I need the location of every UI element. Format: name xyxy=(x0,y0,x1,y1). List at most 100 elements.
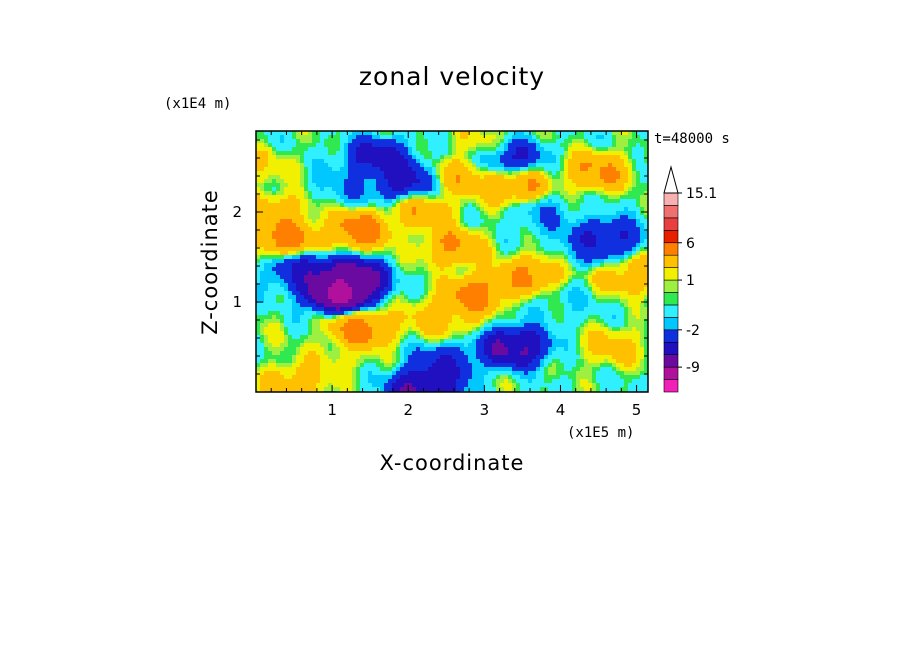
heatmap-cell xyxy=(512,143,517,148)
heatmap-cell xyxy=(632,219,637,224)
heatmap-cell xyxy=(636,131,641,136)
heatmap-cell xyxy=(392,223,397,228)
heatmap-cell xyxy=(332,279,337,284)
heatmap-cell xyxy=(644,263,648,268)
heatmap-cell xyxy=(636,295,641,300)
heatmap-cell xyxy=(412,143,417,148)
heatmap-cell xyxy=(508,179,513,184)
heatmap-cell xyxy=(336,251,341,256)
heatmap-cell xyxy=(644,311,648,316)
heatmap-cell xyxy=(424,159,429,164)
heatmap-cell xyxy=(380,239,385,244)
heatmap-cell xyxy=(644,143,648,148)
heatmap-cell xyxy=(568,175,573,180)
heatmap-cell xyxy=(300,271,305,276)
heatmap-cell xyxy=(312,303,317,308)
heatmap-cell xyxy=(536,167,541,172)
heatmap-cell xyxy=(332,195,337,200)
heatmap-cell xyxy=(592,175,597,180)
heatmap-cell xyxy=(428,187,433,192)
heatmap-cell xyxy=(632,167,637,172)
heatmap-cell xyxy=(308,287,313,292)
heatmap-cell xyxy=(460,323,465,328)
heatmap-cell xyxy=(400,167,405,172)
heatmap-cell xyxy=(260,287,265,292)
heatmap-cell xyxy=(436,159,441,164)
heatmap-cell xyxy=(308,315,313,320)
heatmap-cell xyxy=(392,235,397,240)
heatmap-cell xyxy=(272,223,277,228)
heatmap-cell xyxy=(444,195,449,200)
heatmap-cell xyxy=(568,187,573,192)
heatmap-cell xyxy=(540,135,545,140)
heatmap-cell xyxy=(568,131,573,136)
heatmap-cell xyxy=(628,235,633,240)
heatmap-cell xyxy=(280,231,285,236)
heatmap-cell xyxy=(360,147,365,152)
heatmap-cell xyxy=(468,271,473,276)
heatmap-cell xyxy=(364,283,369,288)
heatmap-cell xyxy=(256,159,261,164)
heatmap-cell xyxy=(348,327,353,332)
heatmap-cell xyxy=(444,263,449,268)
heatmap-cell xyxy=(420,243,425,248)
heatmap-cell xyxy=(296,255,301,260)
heatmap-cell xyxy=(552,255,557,260)
heatmap-cell xyxy=(404,307,409,312)
heatmap-cell xyxy=(612,211,617,216)
heatmap-cell xyxy=(420,271,425,276)
heatmap-cell xyxy=(516,187,521,192)
heatmap-cell xyxy=(388,135,393,140)
heatmap-cell xyxy=(488,287,493,292)
heatmap-cell xyxy=(272,235,277,240)
heatmap-cell xyxy=(316,251,321,256)
heatmap-cell xyxy=(496,311,501,316)
heatmap-cell xyxy=(608,247,613,252)
heatmap-cell xyxy=(584,131,589,136)
heatmap-cell xyxy=(552,215,557,220)
heatmap-cell xyxy=(480,275,485,280)
heatmap-cell xyxy=(588,231,593,236)
heatmap-cell xyxy=(340,327,345,332)
heatmap-cell xyxy=(360,275,365,280)
heatmap-cell xyxy=(424,311,429,316)
heatmap-cell xyxy=(348,311,353,316)
heatmap-cell xyxy=(584,291,589,296)
heatmap-cell xyxy=(332,215,337,220)
heatmap-cell xyxy=(368,143,373,148)
heatmap-cell xyxy=(268,207,273,212)
heatmap-cell xyxy=(348,187,353,192)
heatmap-cell xyxy=(436,163,441,168)
heatmap-cell xyxy=(584,295,589,300)
heatmap-cell xyxy=(416,223,421,228)
heatmap-cell xyxy=(392,271,397,276)
heatmap-cell xyxy=(588,135,593,140)
heatmap-cell xyxy=(484,331,489,336)
heatmap-cell xyxy=(424,319,429,324)
heatmap-cell xyxy=(616,327,621,332)
heatmap-cell xyxy=(476,255,481,260)
heatmap-cell xyxy=(356,291,361,296)
heatmap-cell xyxy=(596,331,601,336)
heatmap-cell xyxy=(440,271,445,276)
heatmap-cell xyxy=(564,291,569,296)
heatmap-cell xyxy=(580,247,585,252)
heatmap-cell xyxy=(264,179,269,184)
heatmap-cell xyxy=(588,143,593,148)
heatmap-cell xyxy=(556,151,561,156)
heatmap-cell xyxy=(464,291,469,296)
heatmap-cell xyxy=(460,311,465,316)
heatmap-cell xyxy=(592,159,597,164)
heatmap-cell xyxy=(292,311,297,316)
heatmap-cell xyxy=(556,299,561,304)
heatmap-cell xyxy=(448,307,453,312)
heatmap-cell xyxy=(480,283,485,288)
heatmap-cell xyxy=(256,287,261,292)
heatmap-cell xyxy=(548,235,553,240)
heatmap-cell xyxy=(576,327,581,332)
heatmap-cell xyxy=(464,143,469,148)
heatmap-cell xyxy=(380,207,385,212)
heatmap-cell xyxy=(472,139,477,144)
heatmap-cell xyxy=(352,131,357,136)
heatmap-cell xyxy=(484,295,489,300)
